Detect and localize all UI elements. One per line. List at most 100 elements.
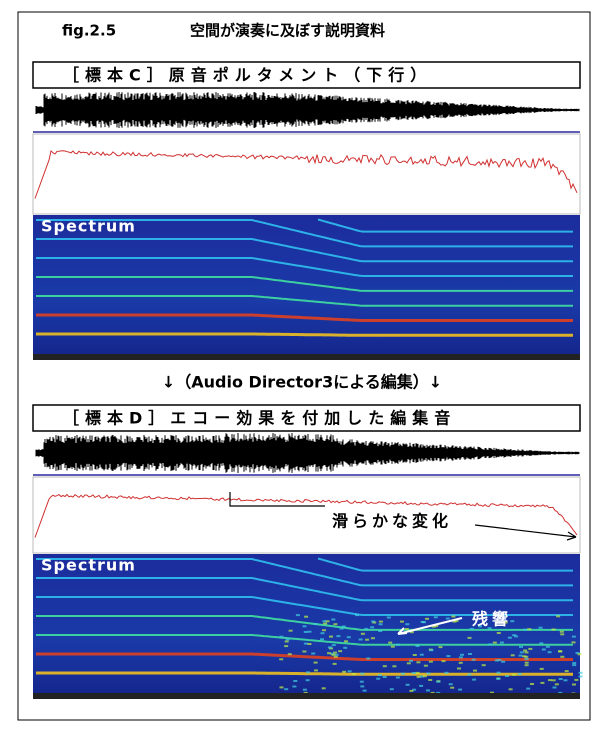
- reverb-noise: [333, 663, 337, 665]
- reverb-noise: [405, 623, 409, 625]
- reverb-noise: [370, 626, 374, 628]
- reverb-noise: [289, 630, 293, 632]
- reverb-noise: [429, 661, 433, 663]
- reverb-noise: [284, 688, 288, 690]
- spectrum-label: Spectrum: [41, 217, 136, 236]
- reverb-noise: [321, 632, 325, 634]
- panel-title: ［標本D］エコー効果を付加した編集音: [63, 409, 456, 428]
- panel-title: ［標本C］原音ポルタメント（下行）: [63, 66, 432, 85]
- reverb-noise: [302, 651, 306, 653]
- reverb-noise: [559, 678, 563, 680]
- reverb-noise: [306, 671, 310, 673]
- figure-label: fig.2.5: [62, 22, 116, 40]
- reverb-noise: [304, 631, 308, 633]
- reverb-noise: [527, 628, 531, 630]
- reverb-noise: [552, 679, 556, 681]
- reverb-noise: [459, 656, 463, 658]
- reverb-noise: [311, 653, 315, 655]
- reverb-noise: [548, 651, 552, 653]
- reverb-noise: [364, 628, 368, 630]
- reverb-noise: [552, 629, 556, 631]
- spectrogram: [33, 215, 580, 360]
- reverb-noise: [472, 679, 476, 681]
- reverb-noise: [342, 671, 346, 673]
- reverb-noise: [546, 646, 550, 648]
- reverb-noise: [505, 675, 509, 677]
- reverb-noise: [519, 655, 523, 657]
- annotation-reverb: 残響: [472, 610, 512, 629]
- reverb-noise: [314, 662, 318, 664]
- reverb-noise: [331, 654, 335, 656]
- reverb-noise: [379, 621, 383, 623]
- reverb-noise: [334, 656, 338, 658]
- reverb-noise: [407, 662, 411, 664]
- reverb-noise: [416, 661, 420, 663]
- reverb-noise: [344, 640, 348, 642]
- reverb-noise: [390, 688, 394, 690]
- reverb-noise: [323, 623, 327, 625]
- reverb-noise: [371, 637, 375, 639]
- reverb-noise: [355, 614, 359, 616]
- reverb-noise: [488, 643, 492, 645]
- spectrum-label: Spectrum: [41, 556, 136, 575]
- reverb-noise: [468, 653, 472, 655]
- reverb-noise: [458, 689, 462, 691]
- reverb-noise: [539, 642, 543, 644]
- reverb-noise: [519, 646, 523, 648]
- reverb-noise: [565, 670, 569, 672]
- reverb-noise: [328, 646, 332, 648]
- reverb-noise: [449, 683, 453, 685]
- reverb-noise: [434, 616, 438, 618]
- reverb-noise: [383, 676, 387, 678]
- reverb-noise: [304, 616, 308, 618]
- reverb-noise: [530, 683, 534, 685]
- reverb-noise: [558, 651, 562, 653]
- reverb-noise: [361, 633, 365, 635]
- reverb-noise: [320, 638, 324, 640]
- reverb-noise: [578, 653, 582, 655]
- reverb-noise: [322, 687, 326, 689]
- reverb-noise: [446, 655, 450, 657]
- reverb-noise: [419, 685, 423, 687]
- reverb-noise: [460, 654, 464, 656]
- reverb-noise: [314, 669, 318, 671]
- reverb-noise: [342, 626, 346, 628]
- reverb-noise: [508, 637, 512, 639]
- reverb-noise: [512, 634, 516, 636]
- annotation-smooth: 滑らかな変化: [332, 512, 452, 531]
- reverb-noise: [360, 681, 364, 683]
- figure-title: 空間が演奏に及ぼす説明資料: [190, 22, 385, 40]
- reverb-noise: [420, 654, 424, 656]
- reverb-noise: [522, 655, 526, 657]
- reverb-noise: [352, 673, 356, 675]
- reverb-noise: [526, 688, 530, 690]
- reverb-noise: [451, 616, 455, 618]
- reverb-noise: [482, 664, 486, 666]
- reverb-noise: [525, 658, 529, 660]
- spectrogram-axis: [33, 693, 580, 699]
- reverb-noise: [279, 658, 283, 660]
- reverb-noise: [306, 679, 310, 681]
- reverb-noise: [365, 639, 369, 641]
- reverb-noise: [509, 688, 513, 690]
- reverb-noise: [396, 677, 400, 679]
- pitch-box: [33, 134, 580, 214]
- reverb-noise: [501, 661, 505, 663]
- reverb-noise: [387, 617, 391, 619]
- reverb-noise: [496, 678, 500, 680]
- reverb-noise: [468, 637, 472, 639]
- reverb-noise: [360, 673, 364, 675]
- reverb-noise: [340, 628, 344, 630]
- reverb-noise: [426, 689, 430, 691]
- page: fig.2.5 空間が演奏に及ぼす説明資料 ↓（Audio Director3に…: [0, 0, 606, 729]
- reverb-noise: [445, 672, 449, 674]
- reverb-noise: [548, 679, 552, 681]
- reverb-noise: [572, 641, 576, 643]
- spectrogram-axis: [33, 354, 580, 360]
- reverb-noise: [347, 636, 351, 638]
- reverb-noise: [406, 684, 410, 686]
- reverb-noise: [412, 672, 416, 674]
- reverb-noise: [500, 642, 504, 644]
- reverb-noise: [579, 672, 583, 674]
- reverb-noise: [416, 645, 420, 647]
